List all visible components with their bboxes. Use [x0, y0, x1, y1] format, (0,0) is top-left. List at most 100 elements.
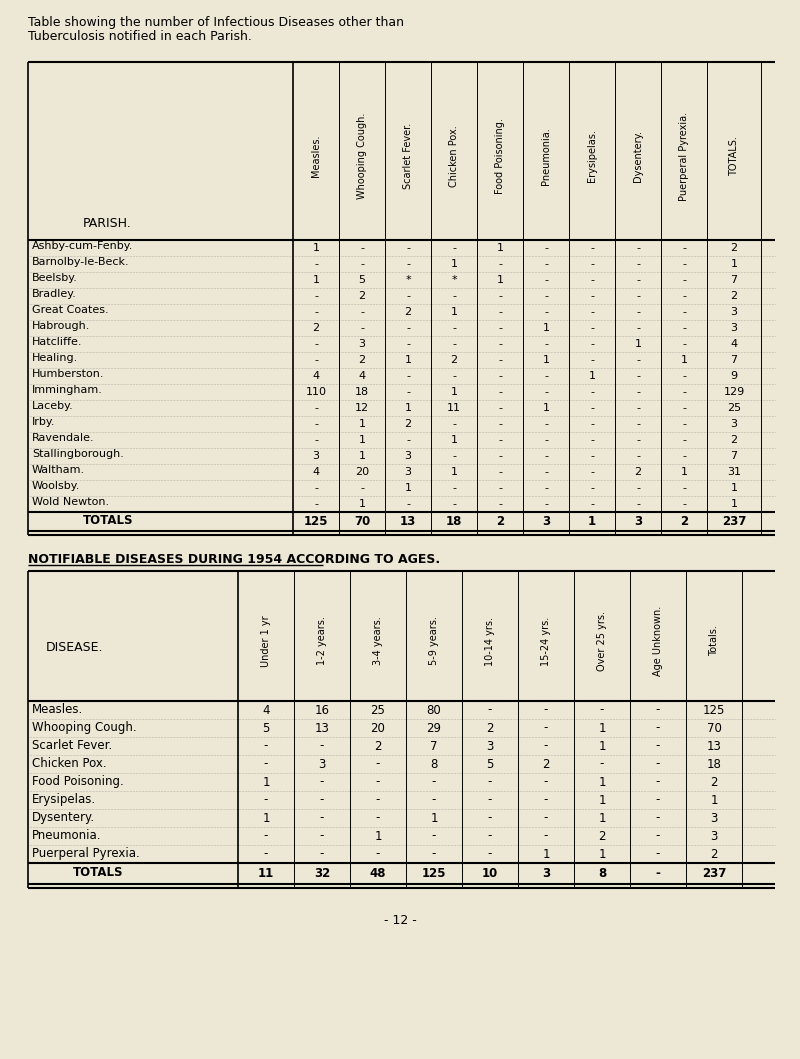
Text: 2: 2 — [730, 291, 738, 301]
Text: 4: 4 — [262, 703, 270, 717]
Text: -: - — [264, 793, 268, 807]
Text: -: - — [452, 451, 456, 461]
Text: Chicken Pox.: Chicken Pox. — [449, 125, 459, 186]
Text: -: - — [544, 793, 548, 807]
Text: -: - — [376, 757, 380, 771]
Text: -: - — [682, 243, 686, 253]
Text: -: - — [452, 243, 456, 253]
Text: -: - — [320, 847, 324, 861]
Text: 13: 13 — [706, 739, 722, 753]
Text: -: - — [498, 307, 502, 317]
Text: Woolsby.: Woolsby. — [32, 481, 80, 491]
Text: 1: 1 — [598, 793, 606, 807]
Text: 2: 2 — [542, 757, 550, 771]
Text: 3: 3 — [730, 307, 738, 317]
Text: Barnolby-le-Beck.: Barnolby-le-Beck. — [32, 257, 130, 267]
Text: -: - — [636, 435, 640, 445]
Text: -: - — [544, 775, 548, 789]
Text: 1: 1 — [430, 811, 438, 825]
Text: -: - — [590, 323, 594, 333]
Text: 1: 1 — [358, 451, 366, 461]
Text: Totals.: Totals. — [709, 626, 719, 657]
Text: 5: 5 — [262, 721, 270, 735]
Text: Laceby.: Laceby. — [32, 401, 74, 411]
Text: -: - — [360, 243, 364, 253]
Text: -: - — [488, 775, 492, 789]
Text: -: - — [544, 451, 548, 461]
Text: Food Poisoning.: Food Poisoning. — [495, 118, 505, 194]
Text: Waltham.: Waltham. — [32, 465, 85, 475]
Text: 4: 4 — [358, 371, 366, 381]
Text: -: - — [590, 419, 594, 429]
Text: 32: 32 — [314, 867, 330, 880]
Text: -: - — [682, 451, 686, 461]
Text: 70: 70 — [706, 721, 722, 735]
Text: -: - — [264, 739, 268, 753]
Text: 2: 2 — [313, 323, 319, 333]
Text: -: - — [544, 387, 548, 397]
Text: 1: 1 — [262, 811, 270, 825]
Text: Habrough.: Habrough. — [32, 321, 90, 331]
Text: 1: 1 — [405, 483, 411, 493]
Text: -: - — [682, 291, 686, 301]
Text: 1: 1 — [405, 355, 411, 365]
Text: 125: 125 — [304, 515, 328, 528]
Text: 4: 4 — [313, 467, 319, 477]
Text: 25: 25 — [727, 403, 741, 413]
Text: 1: 1 — [588, 515, 596, 528]
Text: -: - — [682, 419, 686, 429]
Text: -: - — [656, 721, 660, 735]
Text: 4: 4 — [313, 371, 319, 381]
Text: 2: 2 — [486, 721, 494, 735]
Text: 3: 3 — [710, 811, 718, 825]
Text: -: - — [636, 483, 640, 493]
Text: -: - — [498, 339, 502, 349]
Text: -: - — [636, 371, 640, 381]
Text: 3: 3 — [486, 739, 494, 753]
Text: -: - — [682, 275, 686, 285]
Text: -: - — [498, 467, 502, 477]
Text: 125: 125 — [703, 703, 725, 717]
Text: 3: 3 — [318, 757, 326, 771]
Text: -: - — [656, 847, 660, 861]
Text: 1: 1 — [598, 811, 606, 825]
Text: 18: 18 — [355, 387, 369, 397]
Text: -: - — [452, 371, 456, 381]
Text: -: - — [656, 793, 660, 807]
Text: Stallingborough.: Stallingborough. — [32, 449, 124, 459]
Text: -: - — [498, 451, 502, 461]
Text: Scarlet Fever.: Scarlet Fever. — [32, 739, 112, 752]
Text: Whooping Cough.: Whooping Cough. — [357, 113, 367, 199]
Text: Under 1 yr: Under 1 yr — [261, 615, 271, 667]
Text: Chicken Pox.: Chicken Pox. — [32, 757, 106, 770]
Text: 20: 20 — [355, 467, 369, 477]
Text: -: - — [544, 739, 548, 753]
Text: -: - — [376, 775, 380, 789]
Text: -: - — [452, 339, 456, 349]
Text: 5: 5 — [358, 275, 366, 285]
Text: -: - — [656, 739, 660, 753]
Text: Whooping Cough.: Whooping Cough. — [32, 721, 137, 734]
Text: -: - — [636, 291, 640, 301]
Text: -: - — [544, 307, 548, 317]
Text: -: - — [452, 323, 456, 333]
Text: 3: 3 — [542, 515, 550, 528]
Text: 110: 110 — [306, 387, 326, 397]
Text: 1: 1 — [542, 847, 550, 861]
Text: -: - — [452, 291, 456, 301]
Text: -: - — [636, 355, 640, 365]
Text: 1: 1 — [681, 355, 687, 365]
Text: -: - — [488, 793, 492, 807]
Text: 7: 7 — [430, 739, 438, 753]
Text: 3: 3 — [405, 467, 411, 477]
Text: -: - — [682, 435, 686, 445]
Text: -: - — [406, 387, 410, 397]
Text: 129: 129 — [723, 387, 745, 397]
Text: 18: 18 — [706, 757, 722, 771]
Text: -: - — [488, 703, 492, 717]
Text: -: - — [656, 829, 660, 843]
Text: -: - — [590, 339, 594, 349]
Text: 8: 8 — [598, 867, 606, 880]
Text: 1: 1 — [450, 387, 458, 397]
Text: 1: 1 — [542, 323, 550, 333]
